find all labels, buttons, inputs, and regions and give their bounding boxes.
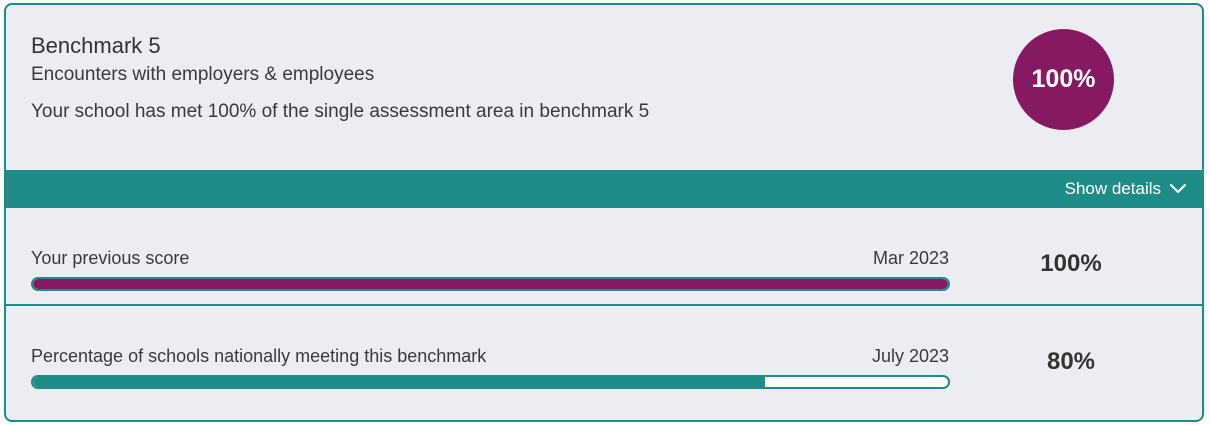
benchmark-card: Benchmark 5 Encounters with employers & … <box>4 3 1204 422</box>
previous-score-label: Your previous score <box>31 248 190 268</box>
details-bar: Show details <box>6 170 1202 208</box>
show-details-button[interactable]: Show details <box>1065 170 1186 208</box>
national-percentage-progress-bar <box>31 375 950 389</box>
benchmark-summary: Your school has met 100% of the single a… <box>31 101 650 122</box>
national-percentage-progress-fill <box>33 377 765 387</box>
score-badge: 100% <box>1013 29 1114 130</box>
benchmark-header: Benchmark 5 Encounters with employers & … <box>6 5 1202 170</box>
previous-score-row: Your previous score Mar 2023 100% <box>6 208 1202 306</box>
national-percentage-value: 80% <box>1046 348 1096 375</box>
previous-score-progress-fill <box>33 279 948 289</box>
benchmark-title: Benchmark 5 <box>31 33 161 58</box>
show-details-label: Show details <box>1064 179 1161 198</box>
national-percentage-date: July 2023 <box>871 346 949 366</box>
benchmark-subtitle: Encounters with employers & employees <box>31 64 375 85</box>
national-percentage-label: Percentage of schools nationally meeting… <box>31 346 487 366</box>
national-percentage-row: Percentage of schools nationally meeting… <box>6 306 1202 402</box>
previous-score-date: Mar 2023 <box>872 248 949 268</box>
previous-score-value: 100% <box>1040 250 1102 277</box>
chevron-down-icon <box>1170 184 1186 193</box>
previous-score-progress-bar <box>31 277 950 291</box>
